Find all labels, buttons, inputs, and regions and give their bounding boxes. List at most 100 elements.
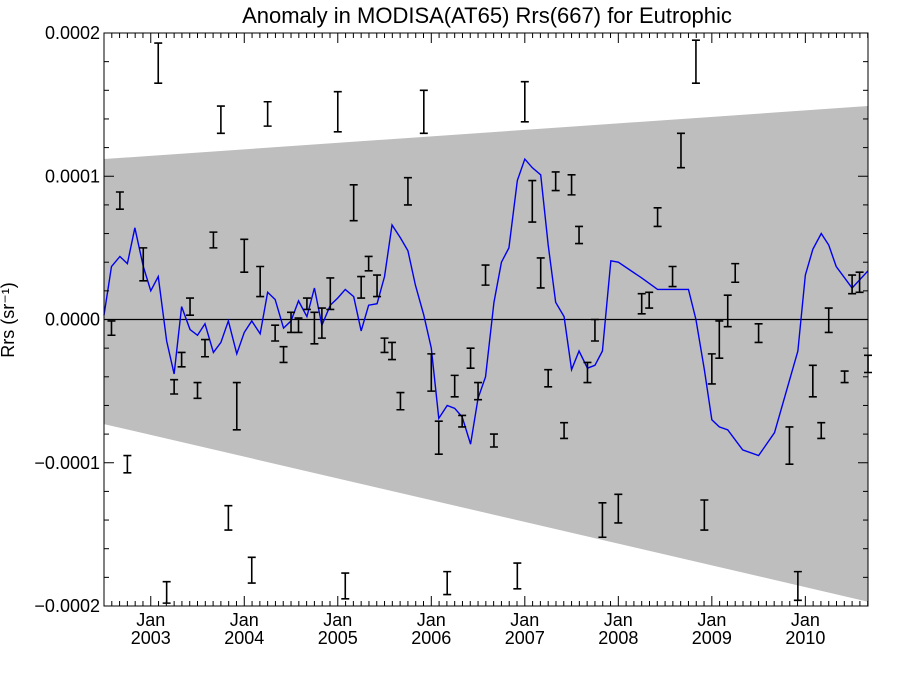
error-bar <box>247 556 256 584</box>
error-bar <box>691 39 700 84</box>
error-bar <box>216 105 225 135</box>
error-bar <box>177 351 186 368</box>
error-bar <box>536 257 545 289</box>
error-bar <box>645 291 654 309</box>
x-tick-month-label: Jan <box>323 610 352 630</box>
error-bar <box>170 378 179 395</box>
x-tick-year-label: 2008 <box>598 628 638 648</box>
error-bar <box>373 274 382 298</box>
error-bar <box>824 307 833 334</box>
y-tick-label: −0.0001 <box>34 453 100 473</box>
x-tick-year-label: 2010 <box>785 628 825 648</box>
error-bar <box>520 80 529 123</box>
error-bar <box>364 255 373 272</box>
error-bar <box>193 381 202 400</box>
y-tick-label: 0.0002 <box>45 23 100 43</box>
error-bar <box>583 361 592 384</box>
error-bar <box>139 247 148 282</box>
error-bar <box>287 311 296 334</box>
error-bar <box>302 297 311 311</box>
error-bar <box>310 311 319 345</box>
x-tick-month-label: Jan <box>417 610 446 630</box>
error-bar <box>840 370 849 384</box>
error-bar <box>427 353 436 392</box>
error-bar <box>232 381 241 431</box>
error-bar <box>474 381 483 401</box>
error-bar <box>200 338 209 358</box>
error-bar <box>443 570 452 596</box>
error-bar <box>349 184 358 222</box>
error-bar <box>513 562 522 590</box>
error-bar <box>209 231 218 249</box>
chart-title: Anomaly in MODISA(AT65) Rrs(667) for Eut… <box>242 3 732 28</box>
x-tick-year-label: 2005 <box>318 628 358 648</box>
error-bar <box>333 90 342 133</box>
x-tick-year-label: 2004 <box>224 628 264 648</box>
y-tick-label: −0.0002 <box>34 596 100 616</box>
error-bar <box>396 391 405 411</box>
error-bar <box>715 320 724 359</box>
error-bar <box>294 317 303 334</box>
error-bar <box>162 580 171 604</box>
error-bar <box>388 341 397 361</box>
x-tick-month-label: Jan <box>510 610 539 630</box>
error-bar <box>848 274 857 295</box>
error-bar <box>668 265 677 288</box>
error-bar <box>754 322 763 344</box>
error-bar <box>723 294 732 328</box>
error-bar <box>123 454 132 474</box>
error-bar <box>450 374 459 398</box>
error-bar <box>326 277 335 311</box>
error-bar <box>817 421 826 440</box>
error-bar <box>785 426 794 465</box>
error-bar <box>793 570 802 602</box>
error-bar <box>240 238 249 274</box>
error-bar <box>707 353 716 385</box>
series-line-0 <box>103 157 869 457</box>
error-bar <box>598 502 607 539</box>
error-bar <box>380 337 389 354</box>
confidence-band <box>104 106 868 602</box>
error-bar <box>434 420 443 455</box>
error-bar <box>676 132 685 169</box>
x-tick-year-label: 2006 <box>411 628 451 648</box>
error-bar <box>263 100 272 127</box>
y-tick-label: 0.0001 <box>45 166 100 186</box>
error-bar <box>590 318 599 342</box>
y-tick-label: 0.0000 <box>45 310 100 330</box>
error-bar <box>560 421 569 440</box>
error-bar <box>481 264 490 286</box>
error-bar <box>224 504 233 531</box>
x-tick-year-label: 2003 <box>131 628 171 648</box>
error-bar <box>186 297 195 317</box>
error-bar <box>855 271 864 294</box>
error-bar <box>317 307 326 339</box>
error-bar <box>575 225 584 245</box>
error-bar <box>419 89 428 135</box>
x-tick-month-label: Jan <box>604 610 633 630</box>
error-bar <box>341 572 350 600</box>
error-bar <box>489 433 498 448</box>
error-bar <box>637 292 646 315</box>
error-bar <box>279 345 288 364</box>
error-bar <box>357 275 366 299</box>
error-bar <box>403 176 412 206</box>
error-bar <box>653 206 662 228</box>
error-bar <box>808 364 817 398</box>
plot-area: 0.00020.00010.0000−0.0001−0.0002Jan2003J… <box>34 23 872 648</box>
error-bar <box>154 42 163 84</box>
error-bar <box>256 265 265 298</box>
error-bar <box>115 191 124 210</box>
error-bar <box>700 499 709 531</box>
error-bar <box>544 368 553 388</box>
error-bar <box>551 171 560 192</box>
x-tick-month-label: Jan <box>697 610 726 630</box>
x-tick-month-label: Jan <box>791 610 820 630</box>
x-tick-year-label: 2009 <box>692 628 732 648</box>
error-bar <box>567 174 576 196</box>
error-bar <box>458 414 467 428</box>
error-bar <box>107 320 116 337</box>
x-tick-month-label: Jan <box>136 610 165 630</box>
error-bar <box>528 179 537 223</box>
x-tick-year-label: 2007 <box>505 628 545 648</box>
